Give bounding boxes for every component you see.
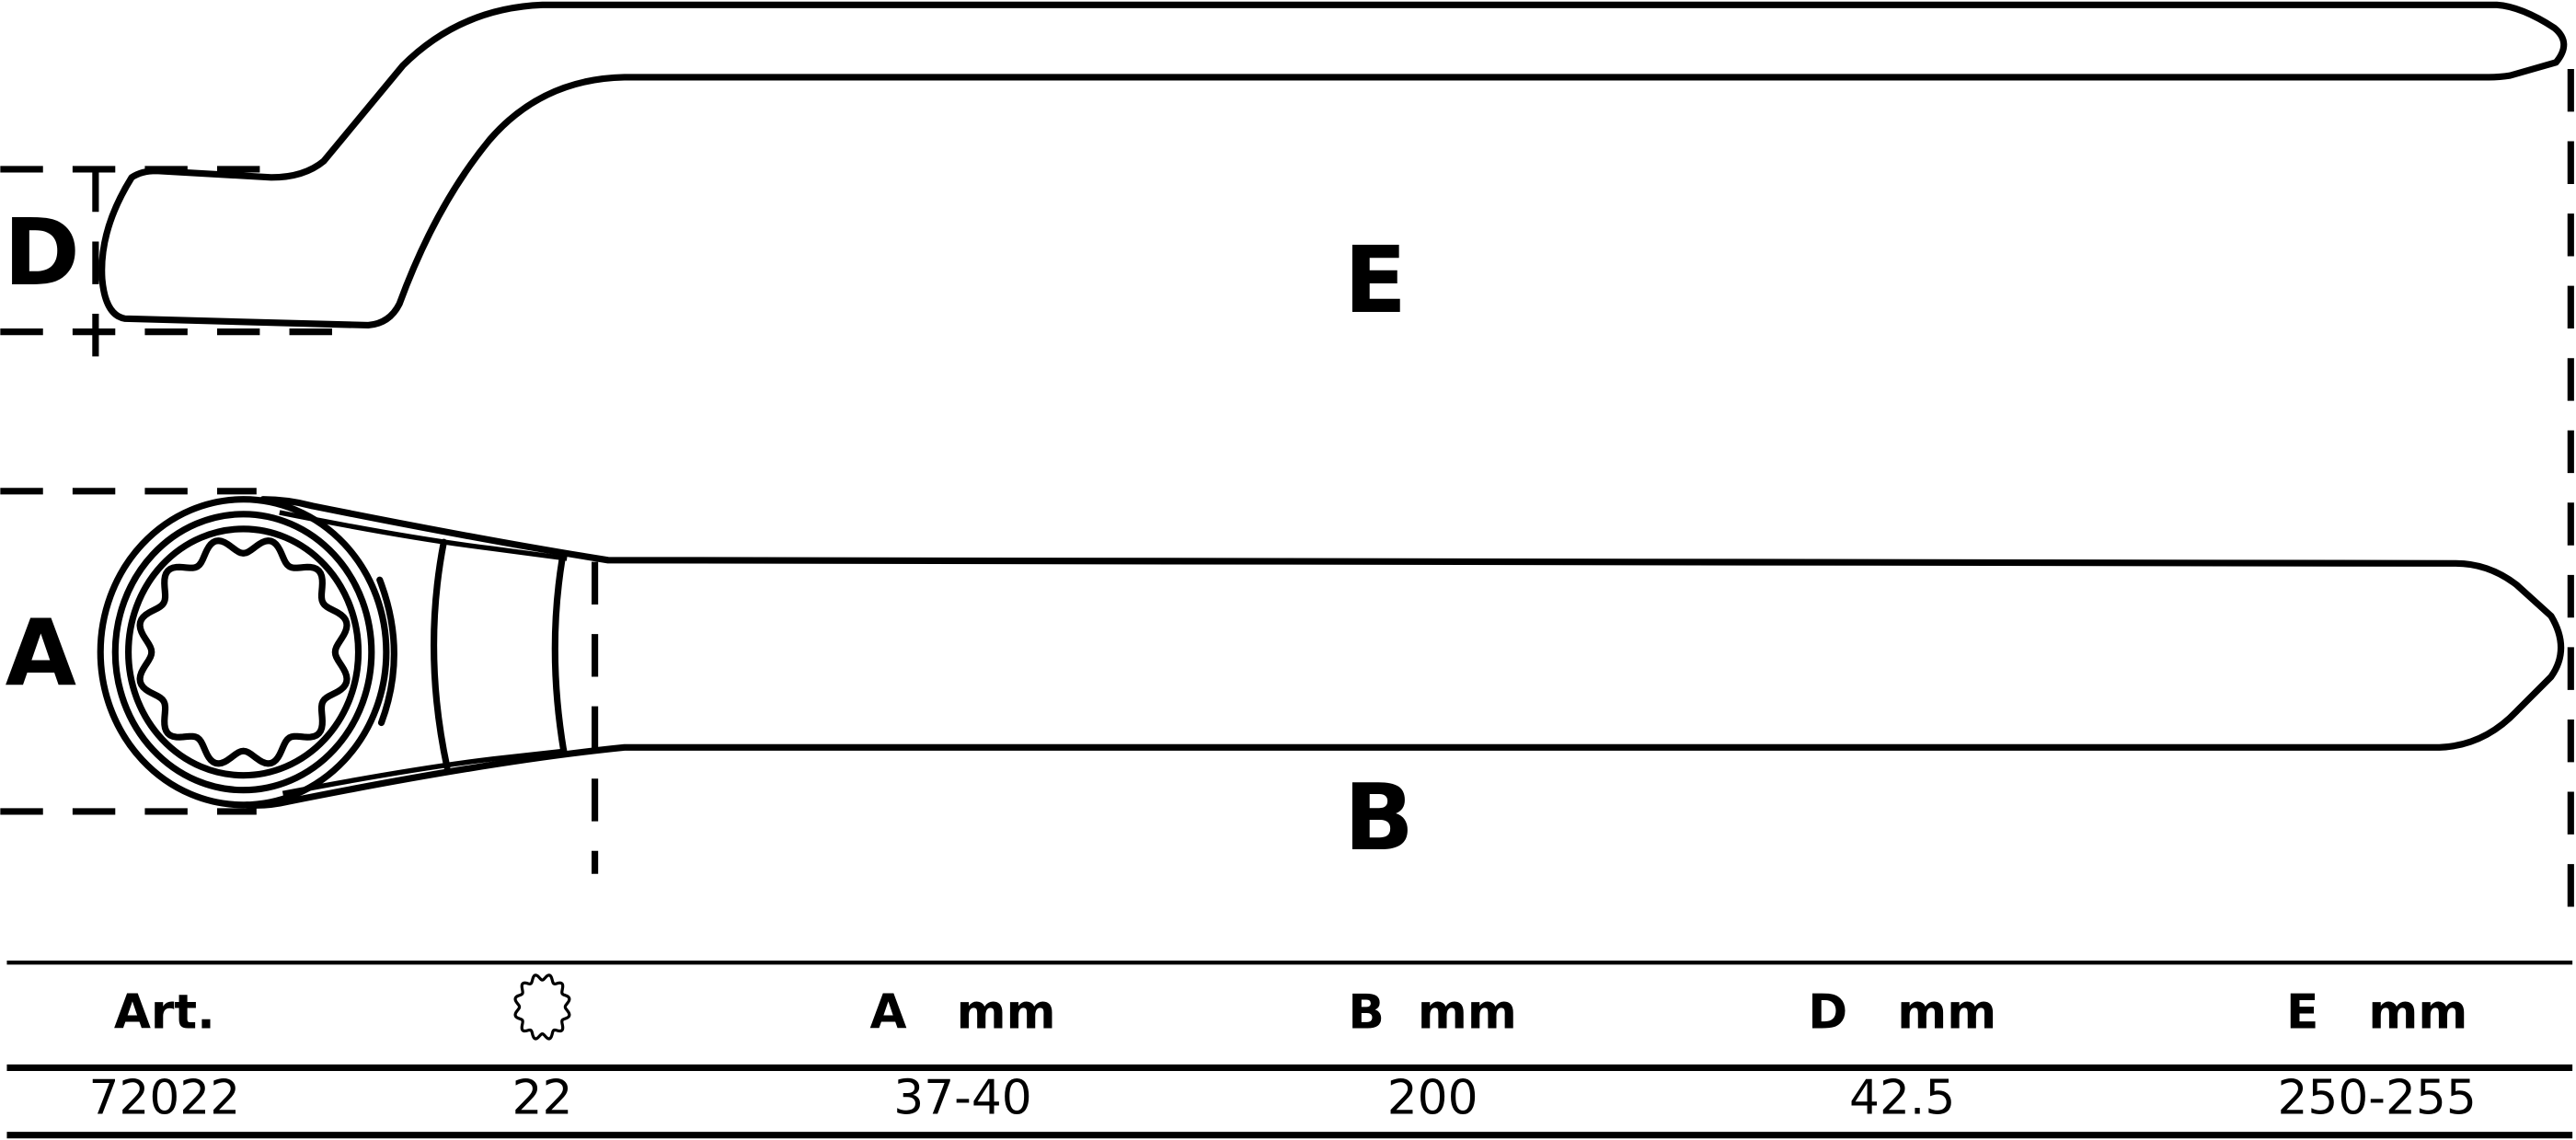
ring-middle (111, 511, 375, 794)
header-d: D mm (1808, 985, 1996, 1041)
label-b: B (1344, 764, 1414, 871)
cell-art: 72022 (89, 1070, 241, 1125)
label-d: D (4, 199, 80, 306)
cell-size: 22 (512, 1070, 573, 1125)
ring-highlight-arc (376, 576, 397, 727)
ring-outer (97, 496, 390, 809)
table-row: 72022 22 37-40 200 42.5 250-255 (89, 1070, 2477, 1125)
handle-inner-bottom-edge (282, 748, 568, 796)
cell-a: 37-40 (893, 1070, 1031, 1125)
insulation-band-line-1 (431, 538, 451, 771)
handle-inner-top-edge (279, 510, 568, 561)
cell-b: 200 (1387, 1070, 1478, 1125)
label-e: E (1344, 226, 1407, 334)
insulation-band-line-2 (551, 557, 568, 754)
header-art: Art. (114, 985, 215, 1041)
label-a: A (6, 599, 76, 707)
offset-wrench-side-view (98, 1, 2568, 329)
header-a: A mm (870, 985, 1056, 1041)
header-e: E mm (2286, 985, 2467, 1041)
handle-top-edge (243, 496, 2565, 809)
ring-inner (125, 525, 362, 779)
twelve-point-socket (136, 537, 351, 767)
header-b: B mm (1348, 985, 1516, 1041)
cell-d: 42.5 (1849, 1070, 1955, 1125)
cell-e: 250-255 (2278, 1070, 2477, 1125)
twelve-point-star-icon (513, 973, 571, 1041)
